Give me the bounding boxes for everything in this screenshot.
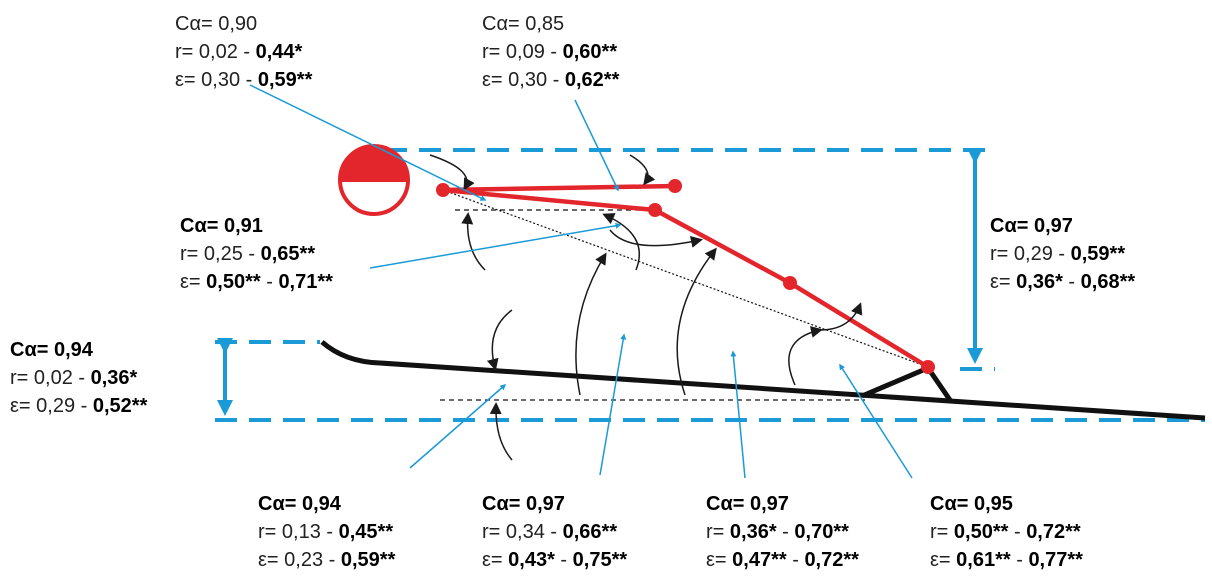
label-part: - bbox=[1011, 549, 1029, 571]
label-line: ε= 0,47** - 0,72** bbox=[706, 549, 859, 571]
label-part: 0,36* bbox=[1016, 271, 1063, 293]
label-part: 0,52** bbox=[93, 395, 148, 417]
label-line: r= 0,36* - 0,70** bbox=[706, 521, 849, 543]
label-part: r= 0,29 - bbox=[990, 243, 1071, 265]
ground bbox=[322, 342, 1205, 418]
label-line: r= 0,34 - 0,66** bbox=[482, 521, 617, 543]
label-part: 0,61** bbox=[956, 549, 1011, 571]
angle-arrows bbox=[430, 155, 860, 460]
diagram: Cα= 0,90 r= 0,02 - 0,44* ε= 0,30 - 0,59** C… bbox=[0, 0, 1212, 579]
label-part: - bbox=[787, 549, 805, 571]
label-line: ε= 0,61** - 0,77** bbox=[930, 549, 1083, 571]
label-part: 0,60** bbox=[563, 41, 618, 63]
label-line: ε= 0,50** - 0,71** bbox=[180, 271, 333, 293]
label-part: Cα= 0,85 bbox=[482, 13, 564, 35]
label-part: ε= bbox=[482, 549, 508, 571]
label-part: ε= 0,30 - bbox=[482, 69, 565, 91]
head bbox=[340, 146, 408, 214]
label-part: ε= 0,30 - bbox=[175, 69, 258, 91]
label-line: Cα= 0,85 bbox=[482, 13, 564, 35]
label-line: ε= 0,36* - 0,68** bbox=[990, 271, 1135, 293]
label-line: Cα= 0,97 bbox=[990, 215, 1073, 237]
label-line: Cα= 0,94 bbox=[10, 339, 94, 361]
label-part: ε= 0,29 - bbox=[10, 395, 93, 417]
label-part: Cα= 0,97 bbox=[706, 493, 789, 515]
body-segments bbox=[443, 186, 928, 367]
label-part: - bbox=[261, 271, 279, 293]
label-line: Cα= 0,97 bbox=[706, 493, 789, 515]
labels: Cα= 0,90 r= 0,02 - 0,44* ε= 0,30 - 0,59** C… bbox=[10, 13, 1135, 571]
label-part: Cα= 0,97 bbox=[990, 215, 1073, 237]
label-part: 0,45** bbox=[339, 521, 394, 543]
label-part: 0,66** bbox=[563, 521, 618, 543]
label-part: 0,68** bbox=[1081, 271, 1136, 293]
guides bbox=[440, 190, 928, 400]
label-line: r= 0,02 - 0,44* bbox=[175, 41, 303, 63]
label-line: Cα= 0,94 bbox=[258, 493, 342, 515]
label-part: r= 0,13 - bbox=[258, 521, 339, 543]
label-part: 0,50** bbox=[206, 271, 261, 293]
label-line: ε= 0,29 - 0,52** bbox=[10, 395, 148, 417]
label-part: 0,72** bbox=[1026, 521, 1081, 543]
label-part: - bbox=[1063, 271, 1081, 293]
label-line: r= 0,09 - 0,60** bbox=[482, 41, 617, 63]
label-part: r= 0,09 - bbox=[482, 41, 563, 63]
label-part: Cα= 0,97 bbox=[482, 493, 565, 515]
label-line: Cα= 0,90 bbox=[175, 13, 257, 35]
label-line: r= 0,02 - 0,36* bbox=[10, 367, 138, 389]
label-part: - bbox=[555, 549, 573, 571]
label-line: r= 0,50** - 0,72** bbox=[930, 521, 1081, 543]
label-part: 0,50** bbox=[954, 521, 1009, 543]
label-line: r= 0,13 - 0,45** bbox=[258, 521, 393, 543]
label-part: 0,43* bbox=[508, 549, 555, 571]
height-arrows bbox=[225, 160, 975, 412]
label-part: 0,47** bbox=[732, 549, 787, 571]
label-part: 0,70** bbox=[794, 521, 849, 543]
label-part: 0,62** bbox=[565, 69, 620, 91]
label-part: r= 0,02 - bbox=[10, 367, 91, 389]
label-part: r= bbox=[930, 521, 954, 543]
label-part: r= bbox=[706, 521, 730, 543]
label-part: - bbox=[1008, 521, 1026, 543]
label-part: 0,44* bbox=[256, 41, 303, 63]
label-line: r= 0,29 - 0,59** bbox=[990, 243, 1125, 265]
label-part: 0,59** bbox=[341, 549, 396, 571]
label-line: ε= 0,43* - 0,75** bbox=[482, 549, 627, 571]
label-part: 0,75** bbox=[573, 549, 628, 571]
label-line: r= 0,25 - 0,65** bbox=[180, 243, 315, 265]
label-part: ε= bbox=[990, 271, 1016, 293]
label-part: Cα= 0,94 bbox=[10, 339, 94, 361]
label-line: ε= 0,30 - 0,62** bbox=[482, 69, 620, 91]
label-part: Cα= 0,95 bbox=[930, 493, 1013, 515]
label-part: r= 0,25 - bbox=[180, 243, 261, 265]
label-part: 0,36* bbox=[91, 367, 138, 389]
label-part: 0,65** bbox=[261, 243, 316, 265]
label-part: Cα= 0,91 bbox=[180, 215, 263, 237]
label-part: 0,59** bbox=[1071, 243, 1126, 265]
label-part: Cα= 0,94 bbox=[258, 493, 342, 515]
label-part: 0,71** bbox=[278, 271, 333, 293]
joints bbox=[436, 179, 935, 374]
label-part: 0,59** bbox=[258, 69, 313, 91]
label-line: ε= 0,23 - 0,59** bbox=[258, 549, 396, 571]
label-part: ε= bbox=[706, 549, 732, 571]
label-part: ε= bbox=[180, 271, 206, 293]
label-part: ε= bbox=[930, 549, 956, 571]
label-part: Cα= 0,90 bbox=[175, 13, 257, 35]
label-part: 0,72** bbox=[804, 549, 859, 571]
label-part: r= 0,34 - bbox=[482, 521, 563, 543]
label-line: Cα= 0,97 bbox=[482, 493, 565, 515]
label-part: r= 0,02 - bbox=[175, 41, 256, 63]
label-part: 0,77** bbox=[1028, 549, 1083, 571]
label-line: ε= 0,30 - 0,59** bbox=[175, 69, 313, 91]
label-line: Cα= 0,91 bbox=[180, 215, 263, 237]
label-part: 0,36* bbox=[730, 521, 777, 543]
label-line: Cα= 0,95 bbox=[930, 493, 1013, 515]
label-part: ε= 0,23 - bbox=[258, 549, 341, 571]
label-part: - bbox=[777, 521, 795, 543]
